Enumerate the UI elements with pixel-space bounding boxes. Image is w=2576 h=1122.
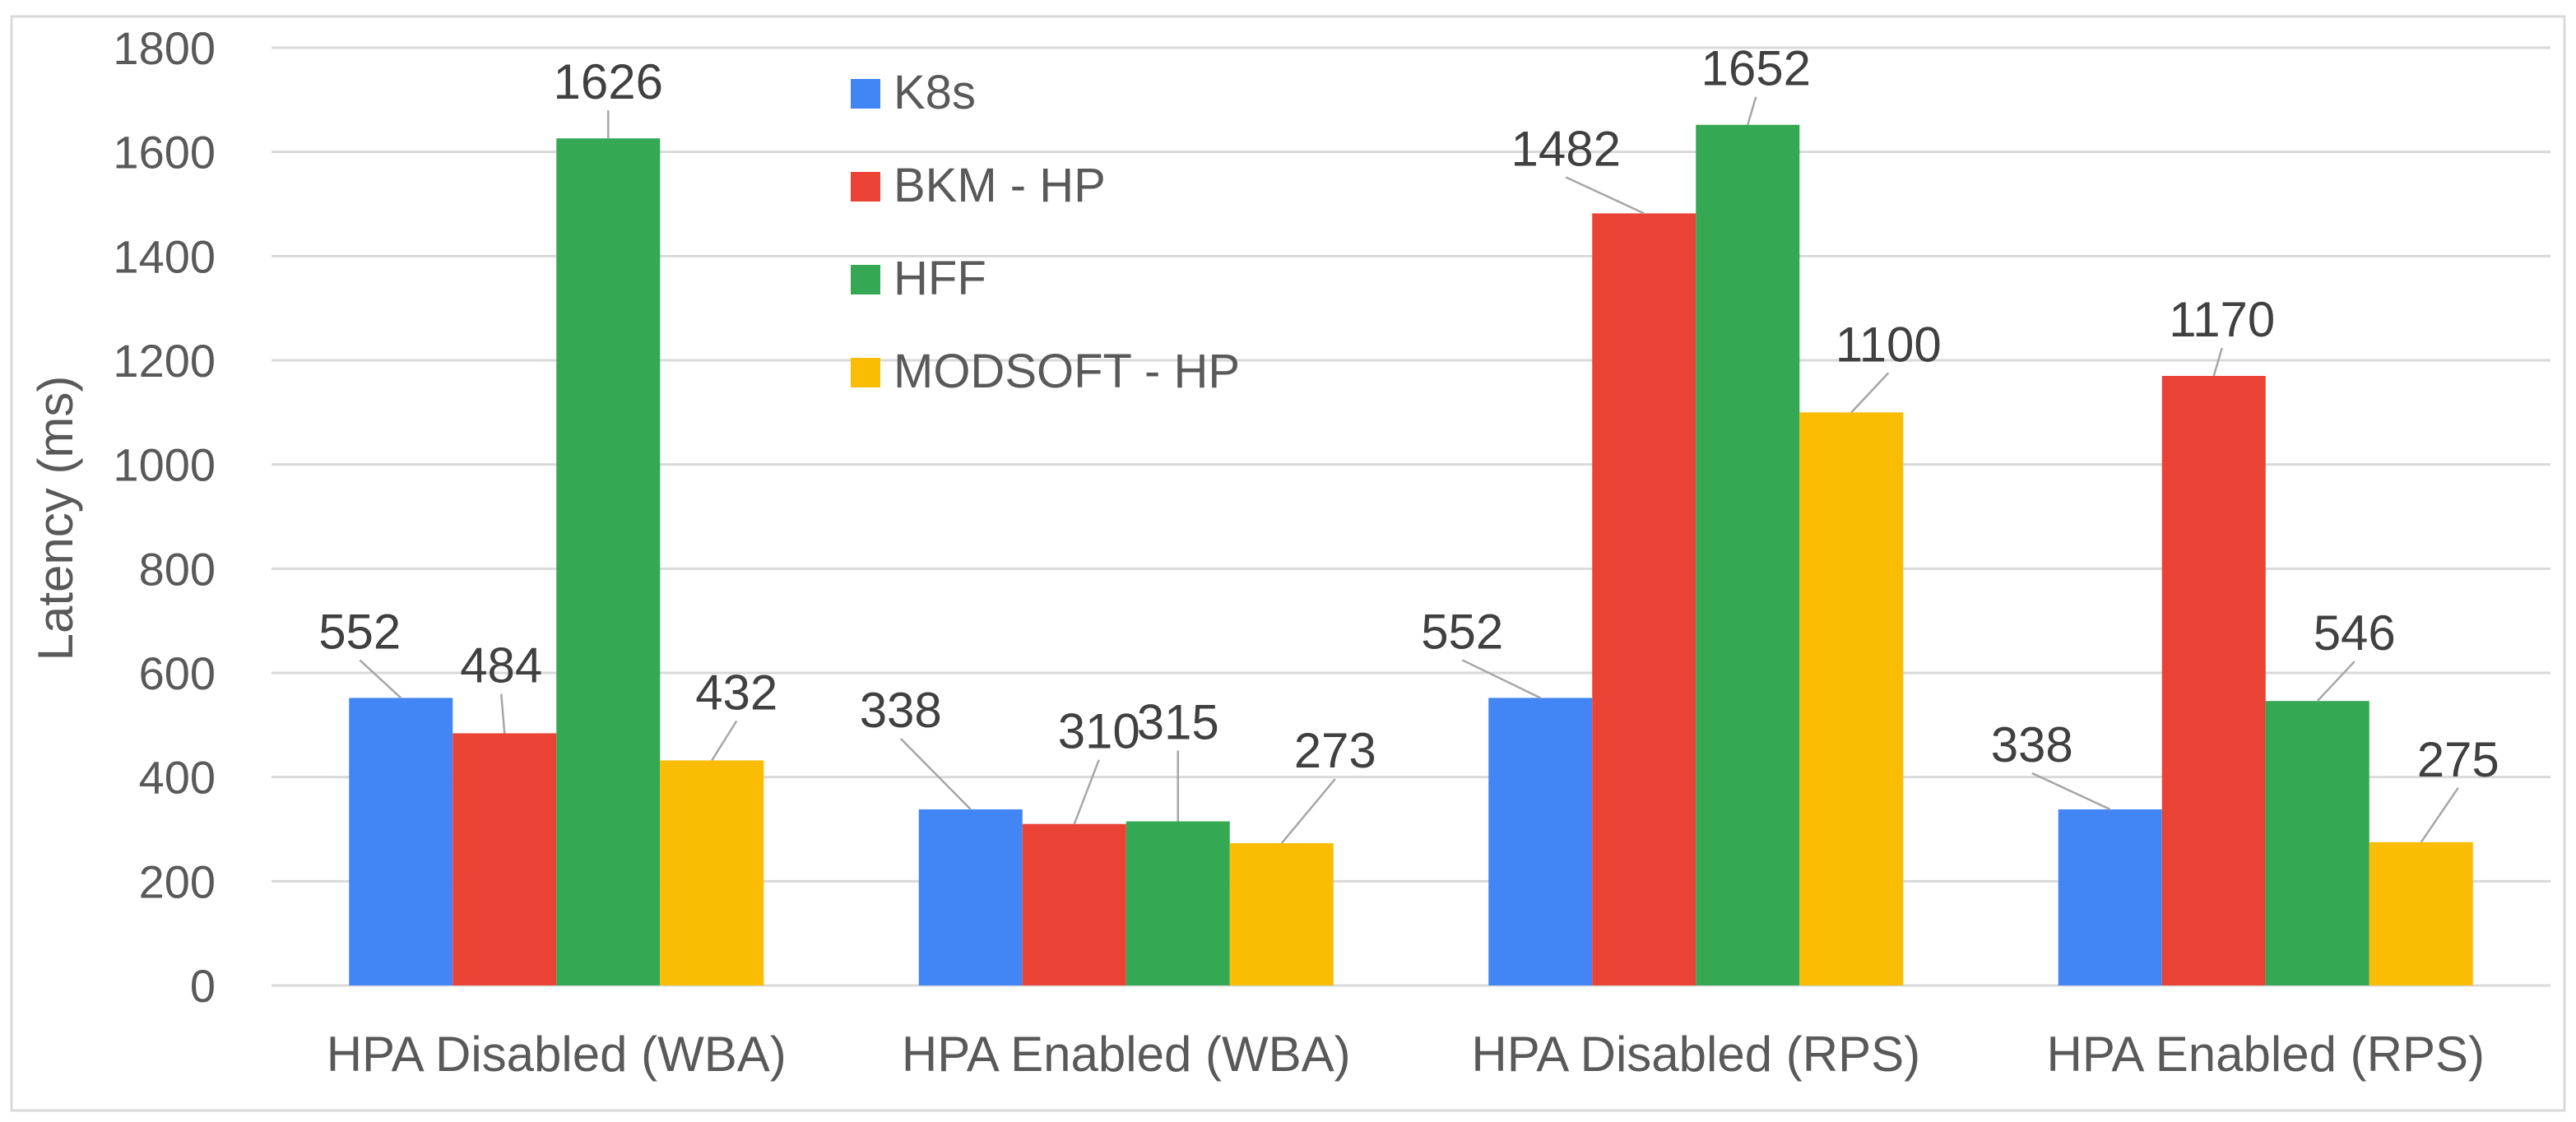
data-label: 546 xyxy=(2314,605,2396,661)
bars xyxy=(349,124,2473,986)
x-category-label: HPA Enabled (WBA) xyxy=(902,1027,1351,1082)
legend-swatch xyxy=(851,79,880,109)
y-axis-title: Latency (ms) xyxy=(28,376,83,661)
legend-label: MODSOFT - HP xyxy=(893,345,1240,398)
legend-swatch xyxy=(851,358,880,387)
bar-k8s xyxy=(349,698,453,985)
data-label: 1100 xyxy=(1836,317,1942,372)
x-category-label: HPA Enabled (RPS) xyxy=(2047,1027,2485,1082)
y-tick-label: 1000 xyxy=(113,439,216,491)
y-tick-label: 1600 xyxy=(113,127,216,178)
bar-modsoft-hp xyxy=(660,760,764,985)
leader-line xyxy=(359,659,402,699)
leader-line xyxy=(1850,372,1890,414)
data-label: 1652 xyxy=(1701,41,1811,96)
leader-line xyxy=(1461,659,1541,699)
bar-hff xyxy=(556,138,661,986)
leader-line xyxy=(2420,787,2459,843)
leader-line xyxy=(1280,778,1336,844)
y-tick-label: 0 xyxy=(190,960,216,1012)
data-label: 1482 xyxy=(1511,121,1621,176)
data-label: 338 xyxy=(860,683,942,738)
leader-line xyxy=(500,693,506,734)
data-label: 315 xyxy=(1137,695,1219,750)
leader-line xyxy=(1073,759,1100,825)
data-label: 1626 xyxy=(554,54,663,109)
x-axis-categories: HPA Disabled (WBA) HPA Enabled (WBA) HPA D… xyxy=(327,1027,2485,1082)
y-tick-label: 1800 xyxy=(113,22,216,74)
data-label: 552 xyxy=(318,604,401,659)
leader-line xyxy=(2212,347,2223,377)
y-tick-label: 200 xyxy=(139,855,216,907)
bar-modsoft-hp xyxy=(1229,843,1334,985)
leader-line xyxy=(2031,772,2111,811)
legend-swatch xyxy=(851,265,880,294)
x-category-label: HPA Disabled (RPS) xyxy=(1471,1027,1920,1082)
bar-bkm-hp xyxy=(1592,213,1696,985)
data-label: 432 xyxy=(695,665,777,720)
data-label: 338 xyxy=(1991,717,2073,772)
leader-line xyxy=(899,738,972,810)
bar-modsoft-hp xyxy=(1799,412,1904,985)
leader-lines xyxy=(359,96,2459,844)
bar-bkm-hp xyxy=(453,733,557,985)
bar-bkm-hp xyxy=(1022,823,1126,985)
bar-k8s xyxy=(918,809,1023,985)
leader-line xyxy=(2316,661,2356,702)
y-axis-ticks: 0 200 400 600 800 1000 1200 1400 1600 1800 xyxy=(113,22,216,1012)
bar-hff xyxy=(1126,821,1230,985)
legend-swatch xyxy=(851,172,880,202)
data-label: 484 xyxy=(460,638,542,693)
y-tick-label: 400 xyxy=(139,752,216,804)
bar-k8s xyxy=(1488,698,1593,985)
bar-modsoft-hp xyxy=(2369,842,2473,985)
data-label: 1170 xyxy=(2169,292,2275,347)
y-tick-label: 1400 xyxy=(113,230,216,282)
bar-bkm-hp xyxy=(2161,376,2266,985)
bar-k8s xyxy=(2058,809,2162,985)
bar-hff xyxy=(1696,124,1800,985)
legend-label: HFF xyxy=(893,252,986,305)
y-tick-label: 800 xyxy=(139,543,216,595)
x-category-label: HPA Disabled (WBA) xyxy=(327,1027,787,1082)
legend-label: BKM - HP xyxy=(893,159,1106,212)
y-tick-label: 1200 xyxy=(113,335,216,387)
data-label: 275 xyxy=(2417,732,2499,787)
legend: K8s BKM - HP HFF MODSOFT - HP xyxy=(851,66,1240,398)
y-tick-label: 600 xyxy=(139,647,216,699)
leader-line xyxy=(711,720,738,762)
data-label: 273 xyxy=(1294,723,1376,778)
bar-hff xyxy=(2265,701,2369,985)
data-label: 552 xyxy=(1421,604,1503,659)
leader-line xyxy=(1565,176,1645,215)
data-label: 310 xyxy=(1058,704,1140,759)
legend-label: K8s xyxy=(893,66,976,119)
leader-line xyxy=(1747,96,1757,126)
